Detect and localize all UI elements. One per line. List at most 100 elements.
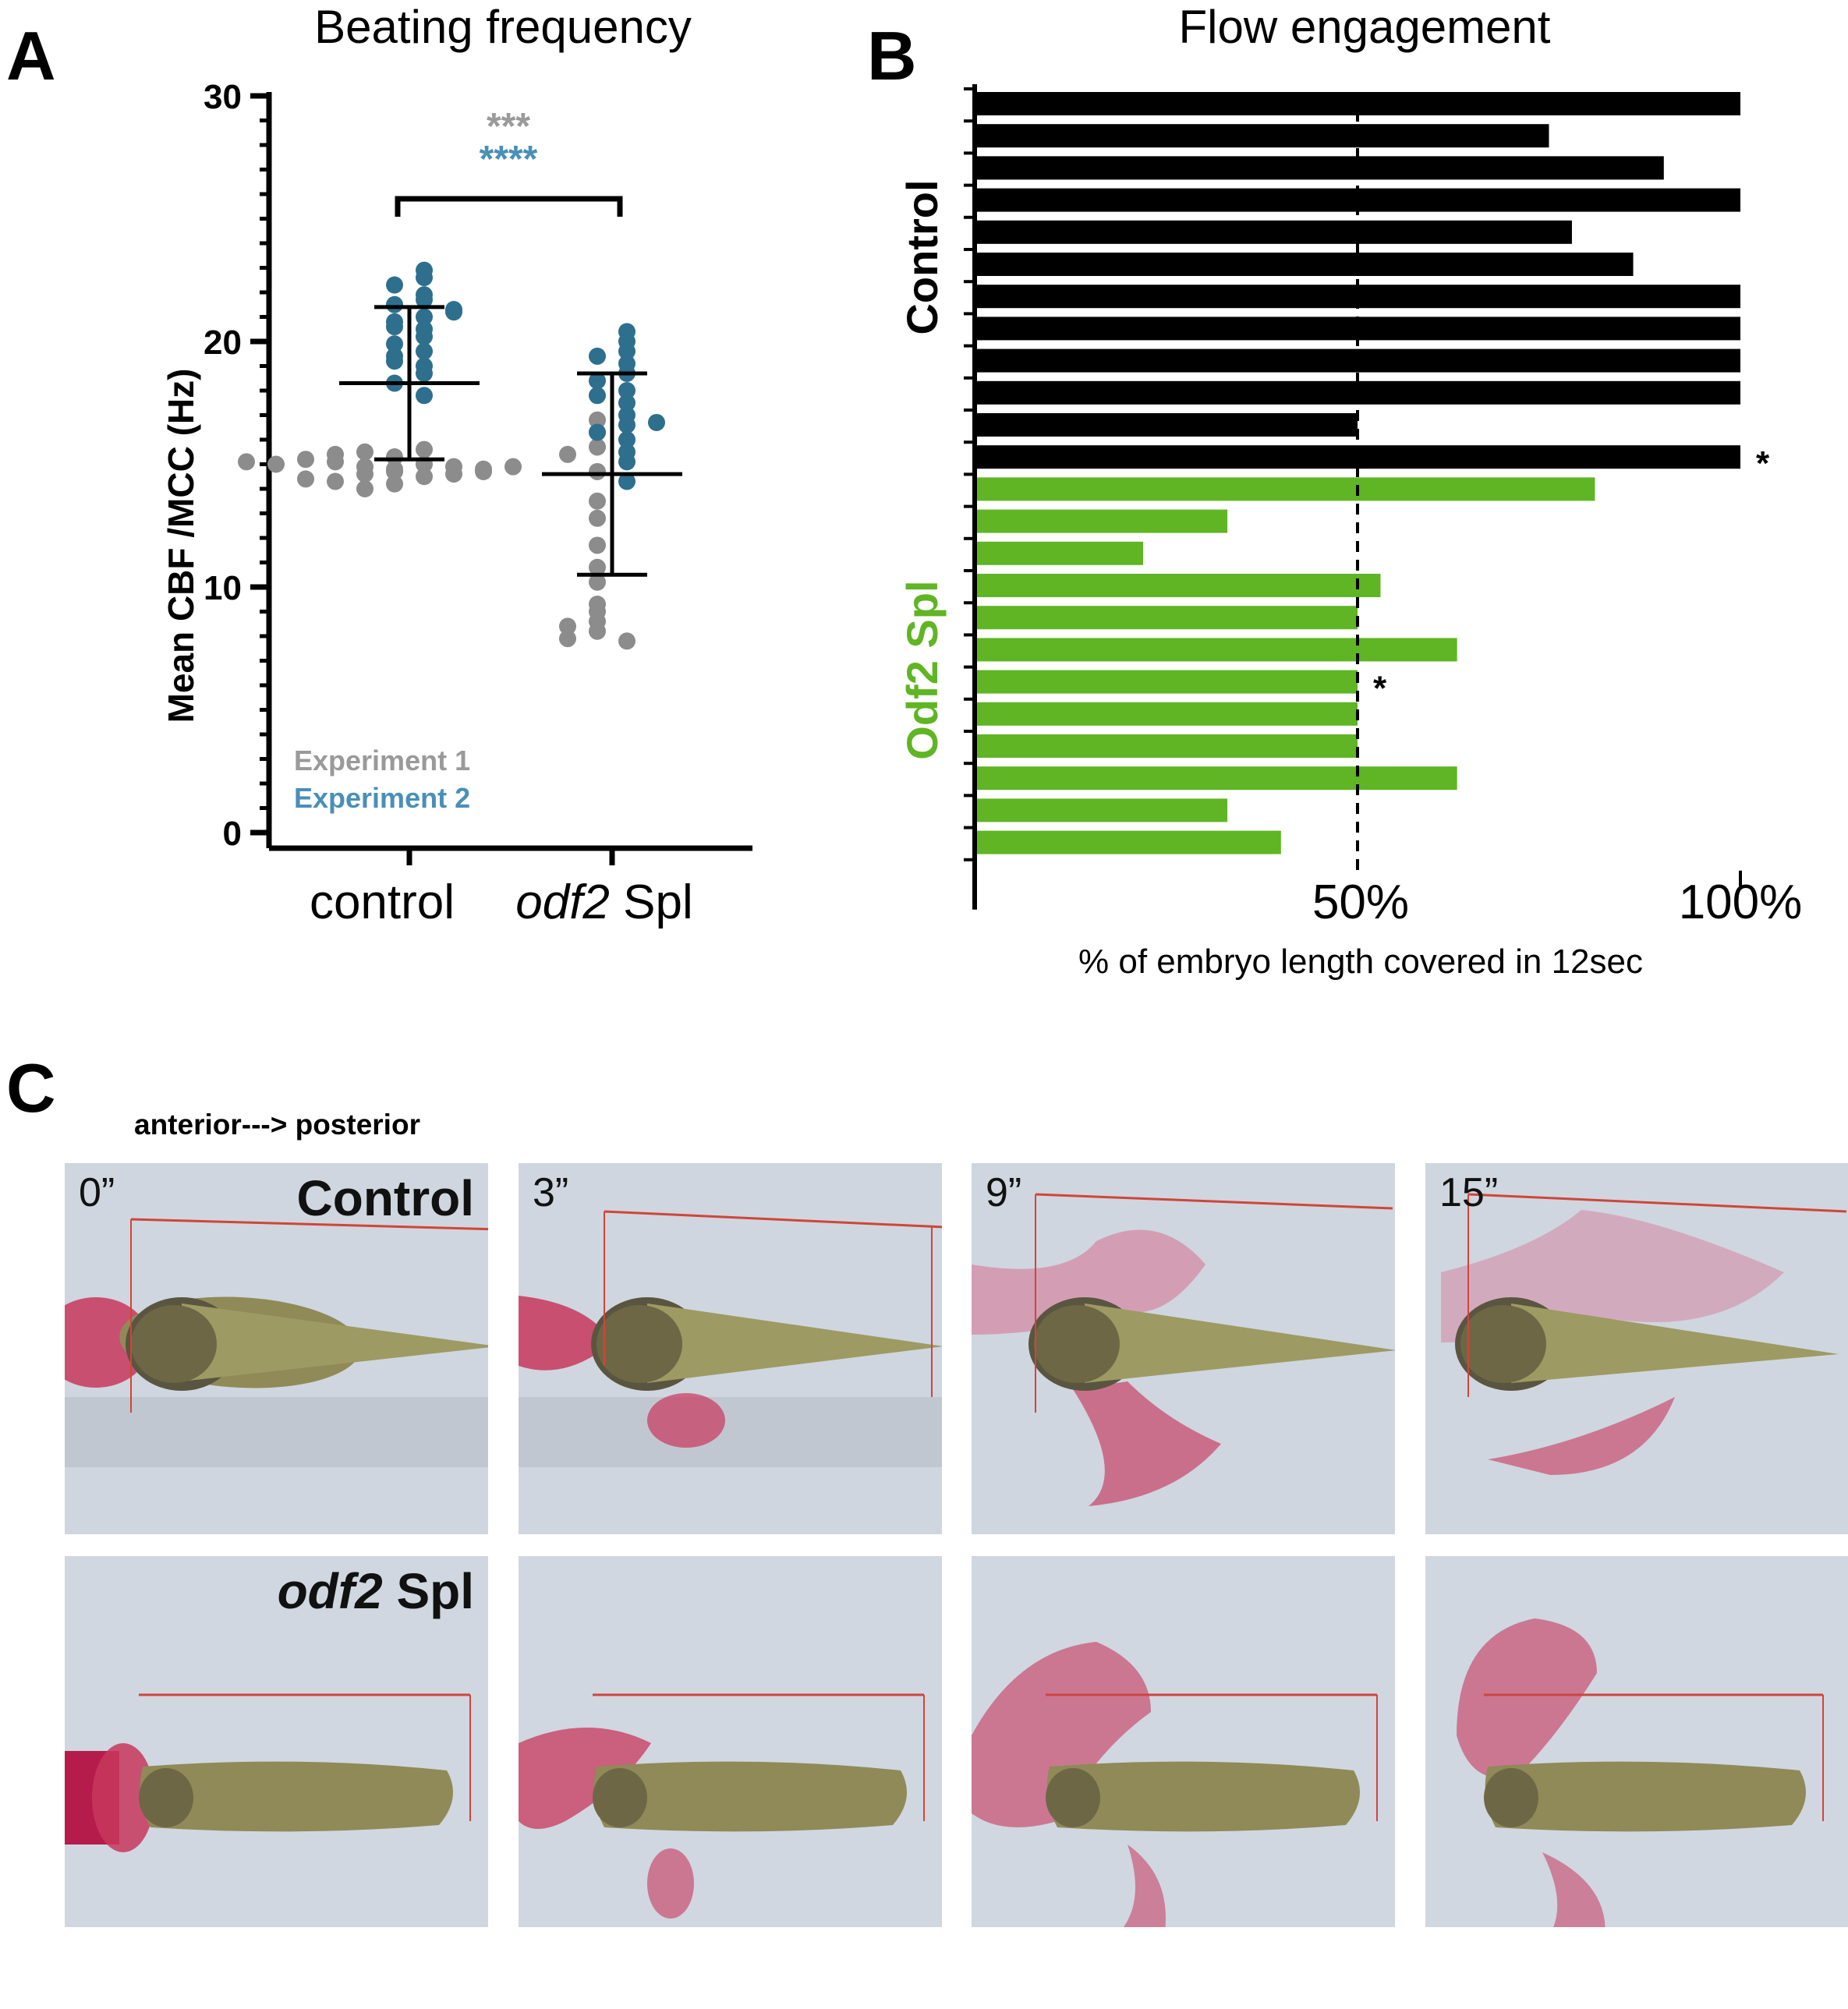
x-category-name: Spl <box>623 875 693 929</box>
data-point <box>297 451 314 469</box>
direction-label: anterior---> posterior <box>134 1109 420 1141</box>
data-point <box>445 465 462 483</box>
data-point <box>386 448 403 466</box>
bar-odf2-spl <box>975 702 1358 726</box>
chart-b-axes <box>964 84 1742 910</box>
row-label-italic: odf2 <box>277 1563 383 1619</box>
data-point <box>416 468 433 486</box>
data-point <box>386 318 403 336</box>
panel-label-b: B <box>867 17 917 94</box>
data-point <box>386 295 403 313</box>
data-point <box>589 558 606 576</box>
data-point <box>475 462 492 480</box>
data-point <box>589 411 606 429</box>
data-point <box>504 458 522 476</box>
data-point <box>589 573 606 591</box>
x-category-odf2-spl: odf2 Spl <box>515 875 693 929</box>
data-point <box>589 347 606 365</box>
data-point <box>416 440 433 458</box>
data-point <box>416 269 433 287</box>
time-label-9: 9” <box>986 1170 1022 1215</box>
bar-control <box>975 156 1664 180</box>
bar-control <box>975 124 1549 148</box>
chart-b-bars: ** <box>975 92 1770 854</box>
bar-odf2-spl <box>975 606 1358 630</box>
data-point <box>618 632 635 650</box>
data-point <box>356 465 373 483</box>
data-point <box>589 509 606 527</box>
photo-control-0s: 0” Control <box>65 1163 488 1534</box>
bar-odf2-spl <box>975 638 1457 662</box>
bar-odf2-spl <box>975 574 1381 597</box>
bar-control <box>975 253 1634 276</box>
data-point <box>618 394 635 412</box>
data-point <box>327 472 344 490</box>
data-point <box>589 438 606 456</box>
data-point <box>297 470 314 488</box>
bar-control <box>975 220 1572 244</box>
photo-odf2-3s <box>519 1556 942 1927</box>
data-point <box>386 335 403 353</box>
row-label-control: Control <box>296 1170 475 1226</box>
y-tick-label: 20 <box>204 324 242 362</box>
data-point <box>618 431 635 448</box>
bar-control <box>975 413 1358 437</box>
chart-b-title: Flow engagement <box>1179 1 1551 53</box>
data-point <box>356 480 373 497</box>
panel-label-c: C <box>6 1049 56 1127</box>
data-point <box>386 475 403 493</box>
row-label-odf2-spl: odf2 Spl <box>278 1562 474 1620</box>
bar-odf2-spl <box>975 798 1228 822</box>
data-point <box>386 462 403 480</box>
data-point <box>267 455 285 473</box>
data-point <box>416 364 433 382</box>
y-tick-label: 30 <box>204 78 242 116</box>
bar-odf2-spl <box>975 830 1281 854</box>
data-point <box>589 372 606 390</box>
time-label-15: 15” <box>1439 1170 1499 1215</box>
data-point <box>618 342 635 360</box>
bar-odf2-spl <box>975 766 1457 791</box>
group-label-odf2-spl: Odf2 Spl <box>897 580 947 759</box>
group-label-control: Control <box>897 179 947 334</box>
data-point <box>559 617 576 635</box>
flow-engagement-chart: Flow engagement ** Control Odf2 Spl 50% … <box>897 1 1803 981</box>
data-point <box>618 453 635 471</box>
beating-frequency-chart: Beating frequency Mean CBF /MCC (Hz) 0 10… <box>161 1 752 929</box>
chart-a-points <box>238 261 665 650</box>
legend-experiment-2: Experiment 2 <box>294 782 470 814</box>
bar-odf2-spl <box>975 541 1144 565</box>
photo-control-9s: 9” <box>972 1163 1395 1534</box>
data-point <box>356 443 373 461</box>
data-point <box>327 445 344 463</box>
data-point <box>238 453 255 471</box>
chart-a-title: Beating frequency <box>314 1 692 53</box>
y-tick-label: 0 <box>223 815 242 853</box>
data-point <box>589 492 606 510</box>
x-tick-50: 50% <box>1312 875 1409 929</box>
data-point <box>589 423 606 441</box>
significance-exp2: **** <box>480 139 538 180</box>
data-point <box>589 622 606 640</box>
bar-odf2-spl <box>975 477 1595 501</box>
significance-marker: * <box>1373 670 1387 708</box>
data-point <box>416 327 433 345</box>
photo-control-3s: 3” <box>519 1163 942 1534</box>
data-point <box>416 342 433 360</box>
photo-odf2-0s: odf2 Spl <box>65 1556 488 1927</box>
x-tick-100: 100% <box>1679 875 1803 929</box>
x-category-control: control <box>310 875 455 929</box>
significance-bracket <box>395 196 623 217</box>
data-point <box>386 276 403 294</box>
data-point <box>589 603 606 621</box>
data-point <box>618 382 635 399</box>
chart-b-xlabel: % of embryo length covered in 12sec <box>1078 943 1643 981</box>
significance-marker: * <box>1756 444 1770 483</box>
data-point <box>648 413 665 431</box>
chart-a-y-ticks: 0 10 20 30 <box>204 78 269 853</box>
data-point <box>589 536 606 554</box>
bar-odf2-spl <box>975 670 1358 694</box>
significance-exp1: *** <box>487 106 530 147</box>
data-point <box>589 387 606 405</box>
time-label-3: 3” <box>533 1170 569 1215</box>
